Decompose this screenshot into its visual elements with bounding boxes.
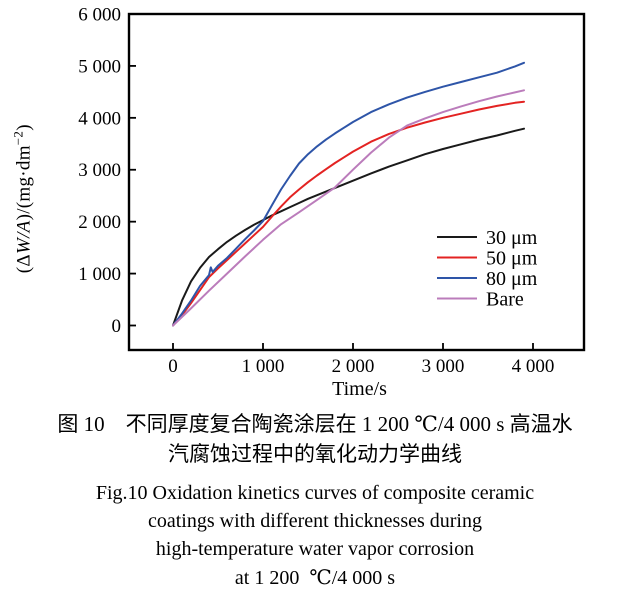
caption-chinese-line2: 汽腐蚀过程中的氧化动力学曲线 bbox=[168, 442, 462, 466]
y-axis-label-suffix: ) bbox=[13, 124, 35, 131]
x-tick-label: 3 000 bbox=[422, 356, 465, 377]
caption-english-line3: high-temperature water vapor corrosion bbox=[155, 538, 475, 560]
y-tick-label: 1 000 bbox=[78, 264, 121, 285]
legend-label-30-μm: 30 μm bbox=[486, 227, 538, 249]
plot-border bbox=[127, 12, 586, 352]
y-axis-label-exponent: −2 bbox=[10, 130, 26, 146]
y-tick-label: 3 000 bbox=[78, 160, 121, 181]
y-tick-label: 6 000 bbox=[78, 4, 121, 25]
series-line-bare bbox=[172, 89, 525, 327]
y-axis-label-unit: )/(mg·dm bbox=[13, 145, 35, 221]
y-tick-label: 5 000 bbox=[78, 56, 121, 77]
y-tick-label: 4 000 bbox=[78, 108, 121, 129]
legend-label-80-μm: 80 μm bbox=[486, 268, 538, 290]
legend-label-50-μm: 50 μm bbox=[486, 248, 538, 270]
caption-english-line2: coatings with different thicknesses duri… bbox=[147, 510, 482, 532]
y-axis-label-variable: W/A bbox=[13, 220, 35, 255]
legend-label-bare: Bare bbox=[486, 289, 524, 311]
oxidation-kinetics-chart: 0 1 000 2 000 3 000 4 000 5 000 6 000 0 1 000 2 0… bbox=[10, 4, 586, 400]
series-line-80-μm bbox=[172, 61, 525, 327]
x-tick-label: 2 000 bbox=[332, 356, 375, 377]
y-tick-label: 0 bbox=[112, 316, 122, 337]
caption-english-line4: at 1 200 ℃/4 000 s bbox=[234, 567, 396, 589]
caption-english-line1: Fig.10 Oxidation kinetics curves of comp… bbox=[95, 482, 535, 504]
y-tick-label: 2 000 bbox=[78, 212, 121, 233]
x-axis-title: Time/s bbox=[332, 378, 387, 400]
y-axis-label: (ΔW/A)/(mg·dm−2) bbox=[10, 84, 35, 314]
caption-chinese-line1: 图 10 不同厚度复合陶瓷涂层在 1 200 ℃/4 000 s 高温水 bbox=[57, 412, 573, 436]
x-tick-label: 0 bbox=[168, 356, 178, 377]
x-tick-label: 4 000 bbox=[512, 356, 555, 377]
x-tick-label: 1 000 bbox=[242, 356, 285, 377]
chart-canvas: 0 1 000 2 000 3 000 4 000 5 000 6 000 0 1 000 2 0… bbox=[78, 4, 586, 400]
series-line-50-μm bbox=[172, 100, 525, 327]
series-line-30-μm bbox=[172, 127, 525, 327]
y-axis-label-prefix: (Δ bbox=[13, 254, 35, 274]
